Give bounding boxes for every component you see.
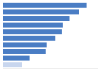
bar <box>3 16 70 21</box>
chart <box>0 0 100 71</box>
bar <box>3 29 62 34</box>
bar <box>3 56 30 61</box>
bars <box>3 3 87 67</box>
bar <box>3 9 79 14</box>
bar <box>3 42 47 47</box>
bar <box>3 23 63 28</box>
bar <box>3 49 46 54</box>
bar <box>3 36 55 41</box>
value-axis <box>3 68 98 69</box>
bar <box>3 62 22 67</box>
bar <box>3 3 87 8</box>
